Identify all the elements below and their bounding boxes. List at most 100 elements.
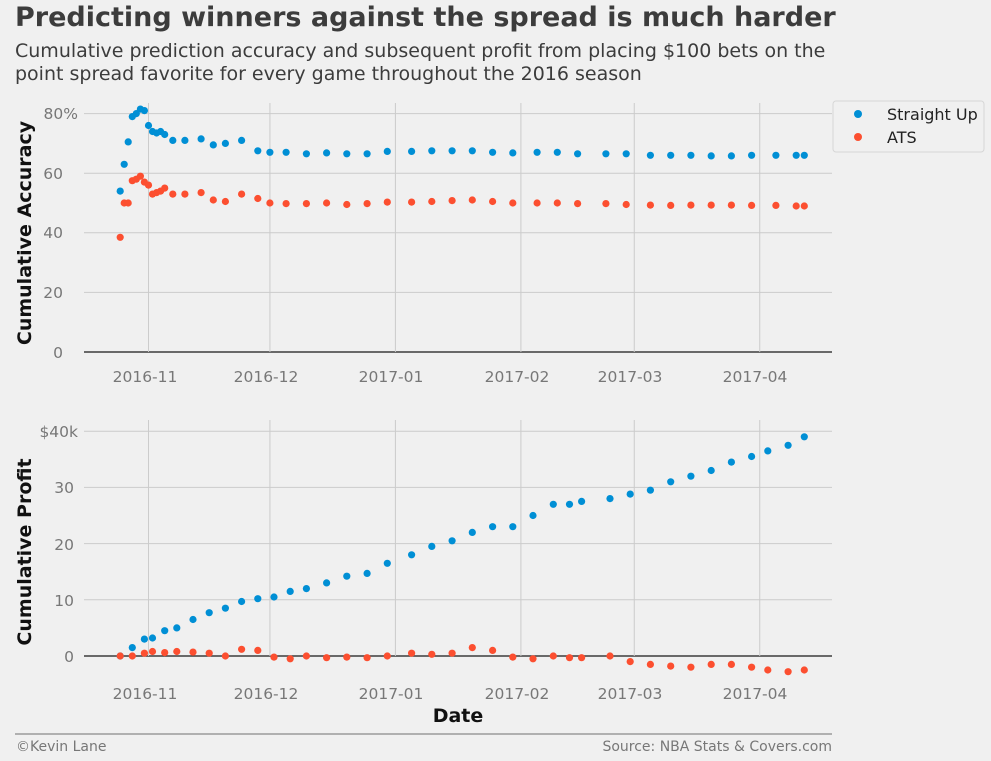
- x-tick-2017-01: 2017-01: [359, 368, 424, 386]
- y-axis-label-accuracy: Cumulative Accuracy: [14, 120, 36, 345]
- chart-subtitle: Cumulative prediction accuracy and subse…: [15, 40, 826, 85]
- point-ats-bot: [408, 649, 416, 657]
- point-straight-up-top: [254, 147, 262, 155]
- point-straight-up-top: [468, 147, 476, 155]
- point-straight-up-bot: [509, 523, 517, 531]
- point-ats-bot: [128, 652, 136, 660]
- point-ats-bot: [509, 653, 517, 661]
- point-straight-up-bot: [489, 523, 497, 531]
- point-straight-up-bot: [468, 528, 476, 537]
- point-straight-up-top: [181, 136, 189, 144]
- marks-accuracy: [116, 105, 808, 241]
- point-ats-top: [343, 200, 351, 209]
- point-straight-up-top: [622, 150, 630, 158]
- point-straight-up-top: [140, 107, 148, 115]
- point-ats-top: [124, 199, 132, 207]
- point-straight-up-top: [509, 149, 517, 157]
- point-ats-bot: [148, 647, 157, 656]
- x-tick-2016-12-profit: 2016-12: [234, 685, 299, 703]
- point-ats-top: [144, 181, 153, 189]
- point-ats-bot: [140, 649, 148, 657]
- point-straight-up-top: [209, 141, 217, 149]
- x-tick-2016-11: 2016-11: [113, 368, 178, 386]
- point-straight-up-bot: [128, 644, 136, 652]
- x-tick-2017-01-profit: 2017-01: [359, 685, 424, 703]
- point-ats-bot: [606, 652, 614, 660]
- point-ats-bot: [448, 649, 456, 657]
- point-straight-up-top: [428, 147, 436, 155]
- point-straight-up-top: [489, 148, 497, 156]
- point-ats-bot: [784, 668, 792, 676]
- point-ats-top: [489, 197, 497, 206]
- point-straight-up-top: [363, 150, 371, 158]
- point-ats-bot: [800, 666, 808, 674]
- point-ats-bot: [626, 658, 634, 666]
- point-ats-top: [363, 200, 371, 208]
- point-straight-up-bot: [687, 472, 695, 480]
- point-ats-top: [646, 201, 655, 209]
- point-straight-up-top: [238, 136, 246, 144]
- point-ats-bot: [205, 649, 213, 657]
- point-straight-up-bot: [667, 478, 675, 486]
- point-straight-up-bot: [646, 486, 655, 494]
- point-ats-bot: [764, 666, 772, 674]
- point-ats-top: [383, 198, 391, 206]
- point-straight-up-bot: [764, 447, 772, 455]
- point-straight-up-top: [727, 152, 736, 160]
- point-straight-up-bot: [254, 595, 262, 603]
- y-tick-10: 10: [54, 592, 74, 610]
- point-ats-bot: [489, 646, 497, 655]
- point-straight-up-top: [448, 147, 456, 155]
- y-tick-20: 20: [43, 284, 63, 302]
- y-tick-0: 0: [53, 344, 63, 362]
- legend-box: [832, 100, 985, 153]
- point-straight-up-top: [792, 151, 800, 159]
- point-straight-up-bot: [707, 466, 715, 475]
- point-ats-top: [136, 172, 144, 180]
- point-straight-up-bot: [148, 634, 157, 642]
- point-straight-up-bot: [383, 559, 391, 567]
- point-ats-bot: [270, 653, 278, 661]
- point-straight-up-bot: [161, 627, 169, 635]
- point-ats-top: [302, 200, 310, 208]
- point-ats-top: [727, 201, 736, 209]
- point-ats-bot: [343, 653, 351, 661]
- point-ats-top: [687, 201, 695, 209]
- point-straight-up-top: [383, 147, 391, 155]
- point-ats-top: [468, 196, 476, 204]
- point-straight-up-top: [602, 150, 610, 158]
- point-straight-up-bot: [302, 585, 310, 593]
- point-straight-up-bot: [727, 458, 736, 466]
- point-straight-up-bot: [173, 624, 181, 632]
- point-ats-top: [169, 190, 177, 198]
- point-straight-up-top: [553, 148, 561, 156]
- point-ats-top: [574, 200, 582, 208]
- point-straight-up-bot: [270, 593, 278, 601]
- point-ats-bot: [565, 654, 574, 662]
- point-ats-top: [428, 197, 436, 206]
- grid-accuracy: [84, 103, 832, 353]
- point-straight-up-top: [161, 130, 169, 139]
- x-tick-2017-02-profit: 2017-02: [485, 685, 550, 703]
- marks-profit: [116, 433, 808, 676]
- point-straight-up-top: [667, 151, 675, 159]
- x-tick-2017-03: 2017-03: [598, 368, 663, 386]
- y-tick-0-profit: 0: [64, 648, 74, 666]
- x-tick-2016-12: 2016-12: [234, 368, 299, 386]
- x-tick-2017-04-profit: 2017-04: [723, 685, 788, 703]
- point-straight-up-bot: [448, 537, 456, 545]
- point-ats-top: [509, 199, 517, 207]
- point-straight-up-top: [197, 135, 205, 143]
- y-tick-40: 40: [43, 224, 63, 242]
- legend-label-ats: ATS: [887, 128, 917, 147]
- x-tick-2017-04: 2017-04: [723, 368, 788, 386]
- y-tick-40k: $40k: [39, 423, 78, 441]
- point-ats-bot: [707, 660, 715, 669]
- point-straight-up-bot: [286, 587, 294, 596]
- point-ats-top: [667, 201, 675, 209]
- point-ats-bot: [254, 646, 262, 655]
- point-ats-bot: [687, 663, 695, 671]
- point-straight-up-bot: [221, 604, 229, 612]
- point-ats-top: [800, 202, 808, 210]
